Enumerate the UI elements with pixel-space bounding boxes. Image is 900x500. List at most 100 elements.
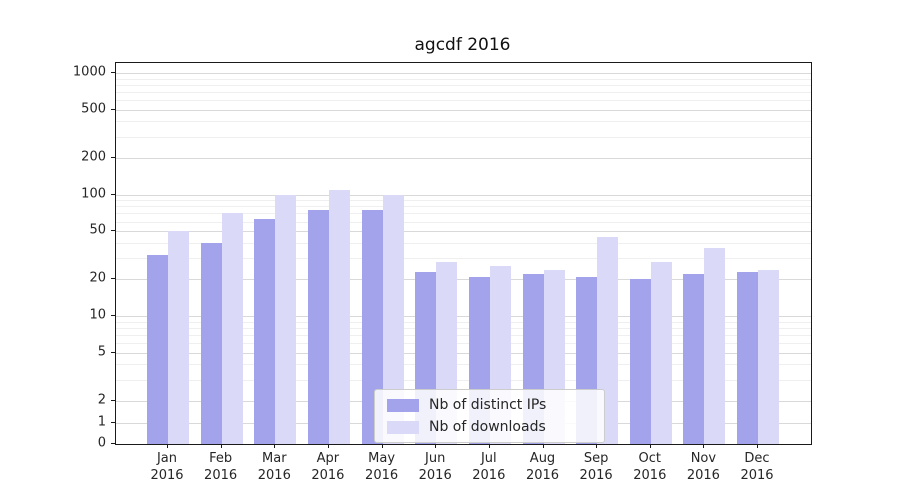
y-tick-label: 100 [81, 186, 106, 201]
gridline-minor [116, 221, 811, 223]
y-tick-label: 0 [97, 435, 106, 451]
legend-swatch-downloads [387, 420, 419, 434]
gridline-major [116, 157, 811, 159]
x-tick-mark [757, 444, 758, 448]
gridline-major [116, 194, 811, 196]
y-tick-label: 1 [97, 414, 106, 429]
gridline-minor [116, 100, 811, 101]
y-tick-mark [111, 421, 115, 423]
x-tick-mark [327, 444, 329, 448]
x-tick-year: 2016 [525, 467, 560, 483]
x-tick-month: Sep [583, 451, 609, 466]
y-tick-mark [111, 315, 115, 316]
chart-title: agcdf 2016 [414, 35, 511, 55]
gridline-minor [116, 78, 811, 80]
plot-area: Nb of distinct IPs Nb of downloads [115, 62, 812, 445]
y-tick-mark [111, 399, 115, 401]
x-tick-label: Oct 2016 [618, 451, 682, 484]
x-tick-label: May 2016 [350, 451, 414, 484]
y-tick-mark [111, 193, 115, 195]
gridline-minor [116, 91, 811, 93]
bar-downloads [328, 189, 350, 444]
y-tick-label: 5 [97, 344, 106, 360]
legend-item-downloads: Nb of downloads [387, 419, 592, 435]
gridline-minor [116, 258, 811, 259]
gridline-major [116, 316, 811, 317]
y-tick-label: 2 [97, 392, 106, 408]
bar-distinct-ips [254, 218, 276, 444]
x-tick-month: Feb [209, 451, 233, 466]
x-tick-mark [488, 444, 490, 448]
x-tick-year: 2016 [204, 467, 238, 483]
y-tick-label: 10 [89, 307, 106, 323]
x-tick-year: 2016 [311, 467, 345, 483]
bar-distinct-ips [683, 274, 705, 444]
gridline-minor [116, 379, 811, 381]
y-tick-label: 500 [81, 101, 106, 117]
x-tick-month: Dec [744, 451, 770, 466]
x-tick-label: Dec 2016 [725, 451, 789, 484]
x-tick-month: Aug [529, 451, 556, 466]
x-tick-mark [220, 444, 222, 448]
x-tick-label: Jan 2016 [135, 451, 199, 484]
y-tick-label: 1000 [72, 64, 106, 80]
bar-distinct-ips [200, 242, 222, 444]
bar-distinct-ips [147, 254, 168, 444]
x-tick-month: Jan [156, 451, 178, 466]
x-tick-label: Jul 2016 [457, 451, 521, 484]
x-tick-label: Apr 2016 [296, 451, 360, 484]
x-tick-year: 2016 [365, 467, 399, 483]
x-tick-year: 2016 [740, 467, 774, 483]
x-tick-mark [274, 444, 276, 448]
x-tick-year: 2016 [472, 467, 506, 483]
x-tick-mark [542, 444, 544, 448]
bar-downloads [221, 213, 243, 444]
x-tick-year: 2016 [418, 467, 452, 483]
x-tick-label: Sep 2016 [564, 451, 628, 484]
y-tick-mark [111, 443, 115, 444]
y-tick-label: 200 [81, 149, 106, 165]
x-tick-month: Apr [316, 451, 340, 466]
bar-downloads [650, 261, 672, 444]
gridline-major [116, 352, 811, 354]
gridline-minor [116, 84, 811, 86]
gridline-major [116, 279, 811, 281]
y-tick-mark [111, 72, 115, 73]
x-tick-month: Mar [262, 451, 287, 466]
y-tick-label: 20 [89, 270, 106, 286]
legend-item-distinct-ips: Nb of distinct IPs [387, 397, 592, 413]
x-tick-label: Mar 2016 [242, 451, 306, 484]
bar-distinct-ips [737, 272, 758, 444]
gridline-minor [116, 206, 811, 208]
x-tick-month: Jun [425, 451, 446, 466]
bar-downloads [275, 194, 297, 444]
x-tick-month: Nov [690, 451, 717, 466]
y-tick-mark [111, 278, 115, 280]
x-tick-label: Nov 2016 [671, 451, 735, 484]
bar-distinct-ips [361, 209, 383, 444]
gridline-minor [116, 242, 811, 244]
y-tick-label: 50 [89, 222, 106, 238]
bar-downloads [704, 248, 726, 444]
gridline-major [116, 73, 811, 74]
x-tick-mark [381, 444, 383, 448]
x-tick-mark [703, 444, 705, 448]
bar-distinct-ips [307, 209, 329, 444]
x-tick-mark [167, 444, 168, 448]
legend-label-downloads: Nb of downloads [429, 419, 546, 435]
y-tick-mark [111, 230, 115, 232]
x-tick-year: 2016 [579, 467, 613, 483]
x-tick-label: Feb 2016 [189, 451, 253, 484]
bar-layer [116, 63, 811, 444]
legend: Nb of distinct IPs Nb of downloads [374, 389, 605, 443]
x-tick-year: 2016 [150, 467, 184, 483]
x-tick-mark [649, 444, 651, 448]
gridline-minor [116, 334, 811, 336]
y-tick-mark [111, 108, 115, 110]
gridline-minor [116, 136, 811, 138]
x-tick-label: Jun 2016 [403, 451, 467, 484]
gridline-major [116, 231, 811, 233]
bar-downloads [758, 269, 779, 444]
gridline-minor [116, 200, 811, 202]
bar-downloads [168, 231, 189, 444]
